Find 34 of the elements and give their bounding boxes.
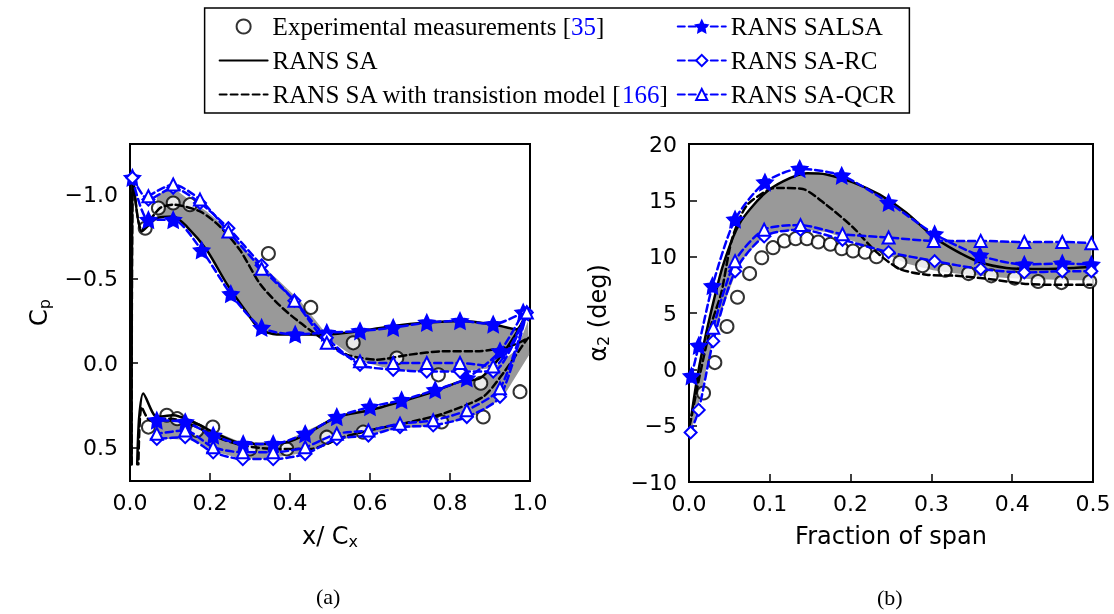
text: (b): [877, 584, 903, 610]
x-tick-label: 0.4: [272, 489, 308, 515]
x-tick-label: 0.3: [913, 490, 949, 516]
y-axis-title: Cp: [25, 299, 54, 326]
x-tick-label: 0.1: [752, 490, 788, 516]
x-tick-label: 1.0: [512, 489, 548, 515]
legend-label: RANS SA-RC: [730, 47, 878, 74]
y-tick-label: −0.5: [64, 266, 118, 292]
legend-label: RANS SA-QCR: [730, 81, 896, 108]
y-axis-title: α2 (deg): [584, 264, 613, 362]
legend-label: RANS SALSA: [730, 13, 883, 40]
y-tick-label: 15: [649, 187, 677, 213]
y-tick-label: 5: [663, 300, 677, 326]
x-tick-label: 0.2: [833, 490, 869, 516]
legend-label: RANS SA: [272, 47, 378, 74]
y-tick-label: 0: [663, 356, 677, 382]
x-tick-label: 0.2: [192, 489, 228, 515]
y-tick-label: 0.0: [83, 350, 118, 376]
x-tick-label: 0.6: [352, 489, 388, 515]
y-tick-label: −10: [630, 469, 677, 495]
legend-label: RANS SA with transistion model [166]: [272, 81, 668, 108]
y-tick-label: 20: [649, 131, 677, 157]
x-axis-title: x/ Cx: [301, 522, 359, 551]
y-tick-label: 0.5: [83, 434, 118, 460]
y-tick-label: 10: [649, 244, 677, 270]
x-tick-label: 0.0: [112, 489, 148, 515]
y-tick-label: −1.0: [64, 182, 118, 208]
x-axis-title: Fraction of span: [795, 522, 987, 550]
text: (a): [316, 583, 341, 609]
legend-label: Experimental measurements [35]: [272, 13, 605, 40]
x-tick-label: 0.4: [994, 490, 1030, 516]
x-tick-label: 0.5: [1075, 490, 1111, 516]
x-tick-label: 0.8: [432, 489, 468, 515]
y-tick-label: −5: [644, 413, 677, 439]
